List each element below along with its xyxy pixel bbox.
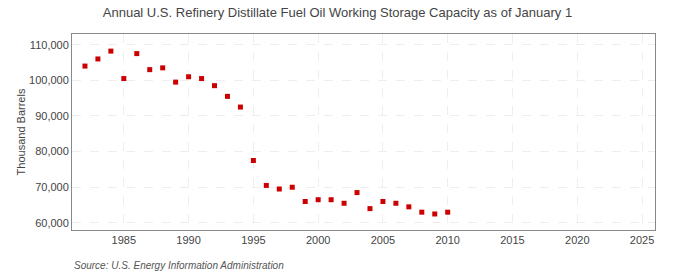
svg-text:1990: 1990	[176, 234, 200, 246]
svg-text:2025: 2025	[630, 234, 654, 246]
svg-text:2000: 2000	[306, 234, 330, 246]
svg-text:2015: 2015	[500, 234, 524, 246]
svg-text:2010: 2010	[435, 234, 459, 246]
svg-text:1995: 1995	[241, 234, 265, 246]
svg-text:80,000: 80,000	[35, 145, 69, 157]
svg-text:60,000: 60,000	[35, 217, 69, 229]
svg-text:Thousand Barrels: Thousand Barrels	[15, 88, 27, 175]
svg-text:Annual U.S. Refinery Distillat: Annual U.S. Refinery Distillate Fuel Oil…	[103, 5, 572, 20]
svg-text:110,000: 110,000	[30, 39, 69, 51]
svg-text:Source: U.S. Energy Informatio: Source: U.S. Energy Information Administ…	[74, 260, 284, 271]
svg-text:1985: 1985	[112, 234, 136, 246]
svg-text:70,000: 70,000	[35, 181, 69, 193]
svg-text:100,000: 100,000	[29, 74, 69, 86]
svg-text:2005: 2005	[371, 234, 395, 246]
svg-text:90,000: 90,000	[35, 110, 69, 122]
svg-text:2020: 2020	[565, 234, 589, 246]
